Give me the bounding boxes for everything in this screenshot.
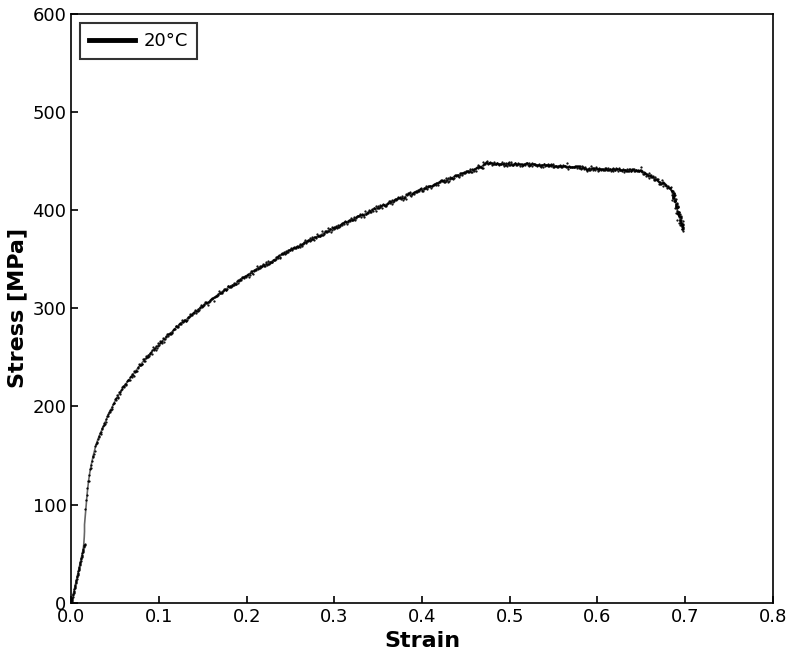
X-axis label: Strain: Strain [384, 631, 461, 651]
Y-axis label: Stress [MPa]: Stress [MPa] [7, 228, 27, 388]
Legend: 20°C: 20°C [80, 23, 197, 59]
